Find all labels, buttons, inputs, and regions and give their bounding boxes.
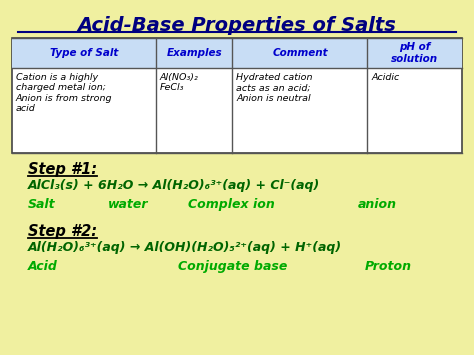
- Text: Salt: Salt: [28, 198, 55, 211]
- Text: Complex ion: Complex ion: [188, 198, 275, 211]
- Text: Conjugate base: Conjugate base: [178, 260, 287, 273]
- Text: Al(H₂O)₆³⁺(aq) → Al(OH)(H₂O)₅²⁺(aq) + H⁺(aq): Al(H₂O)₆³⁺(aq) → Al(OH)(H₂O)₅²⁺(aq) + H⁺…: [28, 241, 342, 254]
- Text: Step #1:: Step #1:: [28, 162, 97, 177]
- Text: anion: anion: [358, 198, 397, 211]
- Text: Type of Salt: Type of Salt: [50, 48, 118, 58]
- Text: Comment: Comment: [272, 48, 328, 58]
- Text: water: water: [108, 198, 148, 211]
- Text: Examples: Examples: [166, 48, 222, 58]
- Text: Acidic: Acidic: [372, 73, 400, 82]
- Bar: [12, 38, 462, 153]
- Text: Acid-Base Properties of Salts: Acid-Base Properties of Salts: [78, 16, 396, 35]
- Text: Hydrated cation
acts as an acid;
Anion is neutral: Hydrated cation acts as an acid; Anion i…: [237, 73, 313, 103]
- Text: AlCl₃(s) + 6H₂O → Al(H₂O)₆³⁺(aq) + Cl⁻(aq): AlCl₃(s) + 6H₂O → Al(H₂O)₆³⁺(aq) + Cl⁻(a…: [28, 179, 320, 192]
- Text: Step #2:: Step #2:: [28, 224, 97, 239]
- Text: Acid: Acid: [28, 260, 58, 273]
- Text: Al(NO₃)₂
FeCl₃: Al(NO₃)₂ FeCl₃: [160, 73, 199, 92]
- Text: Cation is a highly
charged metal ion;
Anion is from strong
acid: Cation is a highly charged metal ion; An…: [16, 73, 112, 113]
- Bar: [12, 38, 462, 68]
- Text: pH of
solution: pH of solution: [391, 42, 438, 64]
- Text: Proton: Proton: [365, 260, 412, 273]
